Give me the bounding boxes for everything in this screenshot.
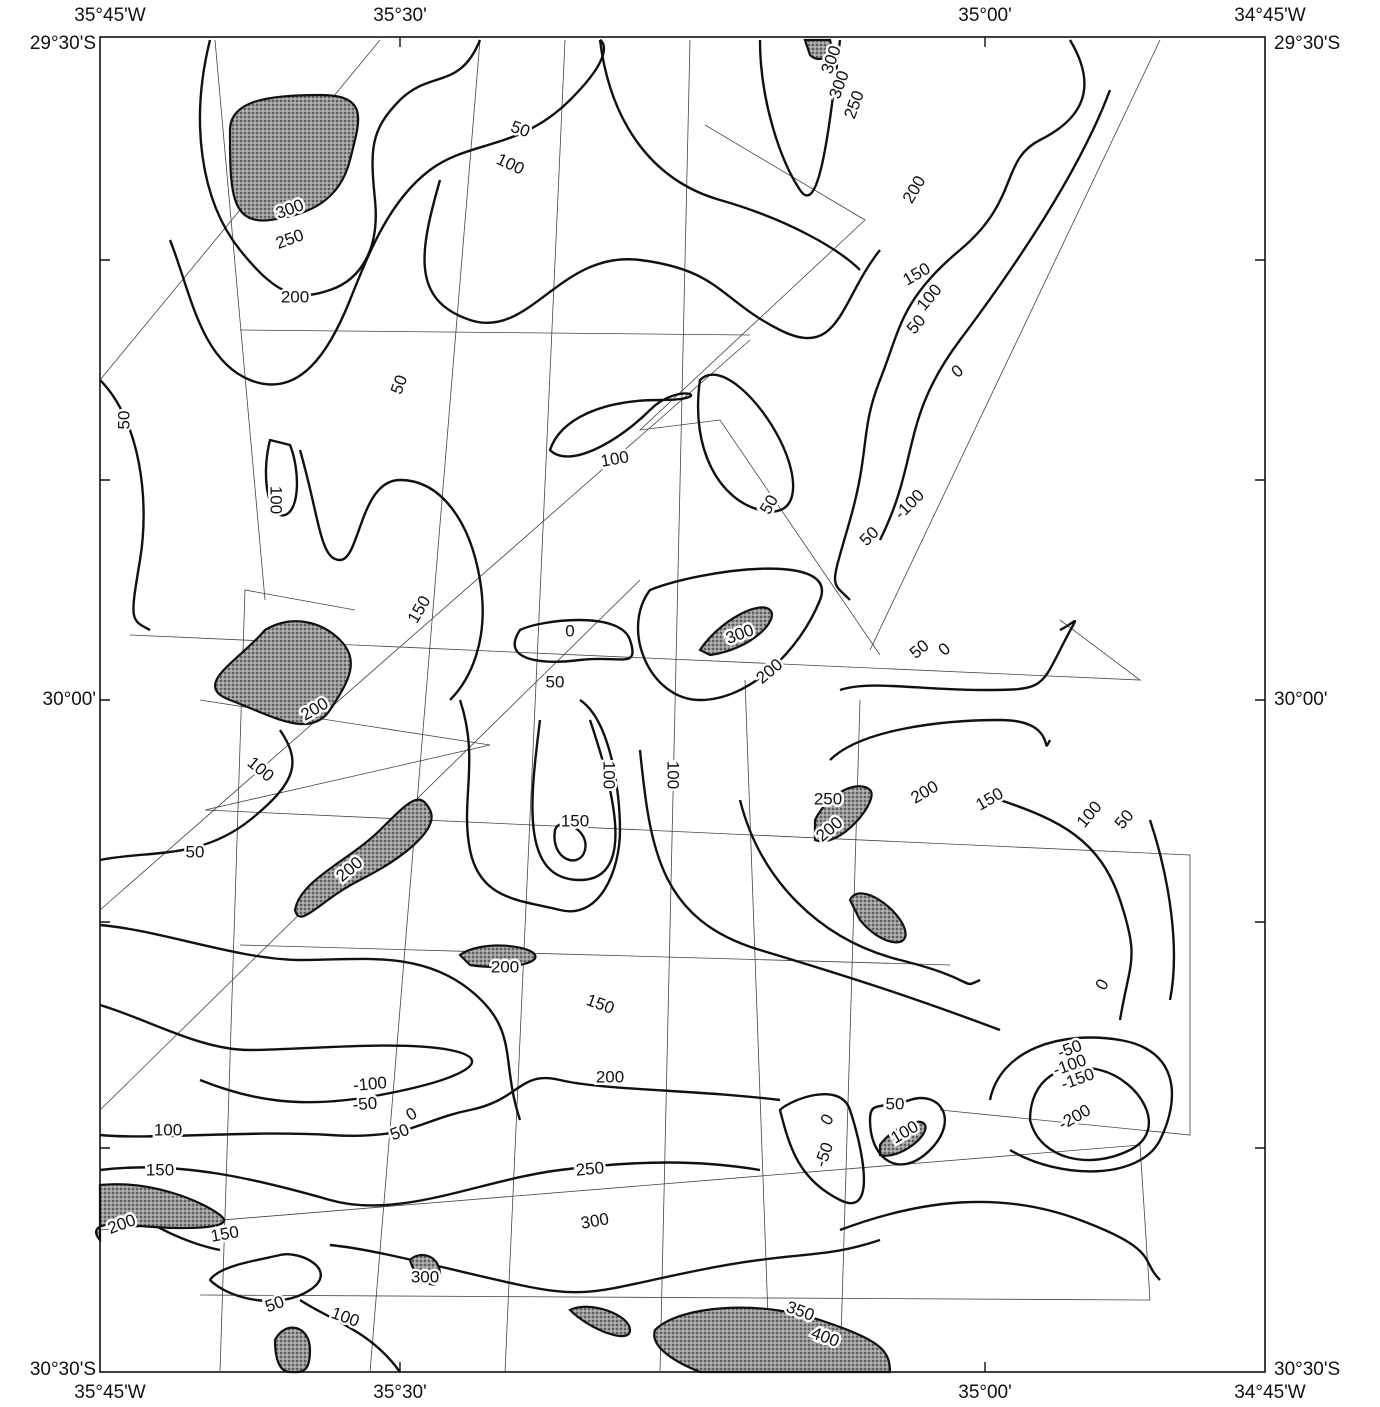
contour-label: 0	[817, 1111, 838, 1129]
right-label: 30°30'S	[1274, 1359, 1340, 1380]
contour-label: 200	[491, 957, 519, 976]
contour-label: 250	[575, 1158, 605, 1179]
contour-label: 200	[907, 777, 941, 808]
contour-label: -200	[1055, 1100, 1094, 1133]
contour-label: 250	[273, 225, 306, 253]
contour-label: 100	[599, 447, 630, 471]
contour-label: 100	[329, 1303, 362, 1331]
top-label: 35°00'	[958, 5, 1012, 26]
contour-label: 0	[935, 639, 954, 660]
contour-label: 100	[1073, 797, 1106, 831]
contour-label: -50	[811, 1140, 837, 1170]
contour-label: 50	[388, 1120, 412, 1144]
contour-label: 100	[267, 486, 286, 514]
contour-label: 50	[906, 636, 933, 663]
contour-label: 150	[584, 990, 617, 1018]
contours	[99, 38, 1176, 1373]
contour-label: 50	[1111, 806, 1138, 833]
contour-label: 50	[186, 842, 205, 861]
contour-label: 200	[899, 172, 930, 206]
contour-label: -100	[352, 1073, 388, 1095]
bottom-label: 35°30'	[373, 1382, 427, 1403]
contour-label: 150	[561, 811, 589, 830]
shaded-highs	[94, 38, 927, 1374]
contour-label: 100	[494, 149, 528, 178]
contour-label: 50	[114, 411, 133, 430]
contour-label: 100	[913, 280, 946, 314]
contour-label: 50	[903, 311, 930, 338]
contour-label: 50	[856, 523, 883, 550]
contour-label: 0	[948, 361, 967, 382]
contour-label: 100	[244, 753, 278, 786]
contour-label: 200	[596, 1067, 624, 1086]
contour-label: 200	[281, 287, 309, 306]
bottom-label: 34°45'W	[1234, 1382, 1305, 1403]
contour-label: 50	[546, 672, 565, 691]
contour-label: 150	[972, 784, 1006, 815]
contour-label: 150	[146, 1160, 174, 1179]
right-label: 30°00'	[1274, 689, 1328, 710]
contour-label: 150	[404, 592, 435, 626]
left-label: 29°30'S	[30, 33, 96, 54]
top-label: 35°30'	[373, 5, 427, 26]
contour-label: -50	[352, 1093, 378, 1114]
top-label: 34°45'W	[1234, 5, 1305, 26]
right-label: 29°30'S	[1274, 33, 1340, 54]
contour-label: -100	[891, 486, 928, 523]
contour-label: 0	[1092, 976, 1113, 994]
left-label: 30°30'S	[30, 1359, 96, 1380]
left-label: 30°00'	[43, 689, 97, 710]
top-label: 35°45'W	[74, 5, 145, 26]
bottom-label: 35°45'W	[74, 1382, 145, 1403]
contour-label: 150	[209, 1222, 240, 1246]
contour-label: 50	[886, 1094, 905, 1113]
contour-label: 50	[756, 492, 782, 518]
contour-label: 100	[600, 761, 619, 789]
bottom-label: 35°00'	[958, 1382, 1012, 1403]
contour-label: 100	[664, 761, 683, 789]
contour-label: 100	[154, 1120, 182, 1139]
contour-label: 300	[579, 1209, 610, 1233]
contour-label: 50	[387, 373, 411, 397]
contour-label: 250	[814, 789, 842, 808]
frame	[99, 36, 1266, 1373]
contour-label: 300	[411, 1267, 439, 1286]
contour-label: 0	[565, 621, 574, 640]
